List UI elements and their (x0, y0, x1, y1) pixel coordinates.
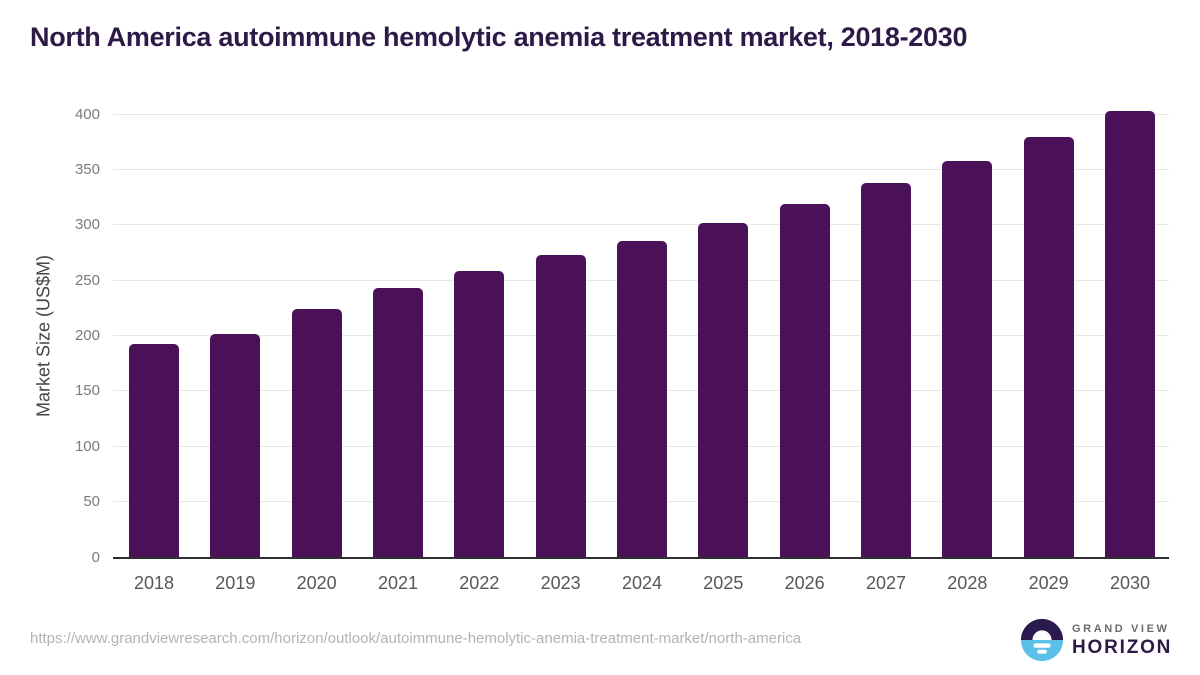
y-tick-label-100: 100 (74, 437, 100, 455)
bar-2026[interactable] (779, 204, 830, 558)
y-tick-label-400: 400 (74, 105, 100, 123)
bar-2019[interactable] (210, 333, 261, 558)
logo-text: GRAND VIEW HORIZON (1072, 623, 1172, 658)
x-tick-label-2025: 2025 (703, 572, 744, 593)
y-tick-label-300: 300 (74, 216, 100, 234)
x-tick-label-2030: 2030 (1109, 572, 1151, 593)
x-tick-label-2029: 2029 (1028, 572, 1069, 593)
x-tick-label-2023: 2023 (540, 572, 581, 593)
x-tick-label-2022: 2022 (459, 572, 500, 593)
y-tick-label-0: 0 (91, 548, 100, 566)
x-tick-label-2024: 2024 (621, 572, 663, 593)
logo-brand-bottom: HORIZON (1072, 636, 1173, 658)
y-tick-label-200: 200 (74, 327, 100, 344)
bar-2030[interactable] (1105, 111, 1155, 558)
bar-2027[interactable] (861, 183, 911, 558)
x-tick-label-2021: 2021 (377, 572, 419, 593)
bar-2025[interactable] (698, 223, 749, 558)
bar-2023[interactable] (535, 255, 586, 558)
x-tick-label-2019: 2019 (215, 572, 256, 593)
chart-title: North America autoimmune hemolytic anemi… (30, 22, 968, 52)
bar-2021[interactable] (373, 288, 423, 558)
x-tick-label-2020: 2020 (296, 572, 337, 593)
plot-area: 0 50 100 150 200 250 300 350 400 2018 2019 2020 2021… (75, 106, 1169, 593)
gridline-350 (113, 168, 1169, 170)
y-tick-label-150: 150 (74, 382, 100, 400)
source-url-link[interactable]: https://www.grandviewresearch.com/horizo… (30, 630, 802, 647)
horizon-sun-icon (1020, 618, 1064, 662)
logo-brand-top: GRAND VIEW (1072, 622, 1170, 635)
y-tick-label-50: 50 (83, 493, 100, 511)
x-tick-label-2027: 2027 (865, 572, 907, 593)
gridline-400 (113, 113, 1169, 115)
bar-2024[interactable] (617, 240, 667, 558)
y-tick-label-350: 350 (74, 160, 100, 178)
x-tick-label-2028: 2028 (947, 572, 988, 593)
bar-2029[interactable] (1023, 136, 1074, 558)
bar-2028[interactable] (942, 161, 993, 558)
x-axis-line (113, 556, 1169, 559)
x-tick-label-2026: 2026 (784, 572, 825, 593)
bar-2022[interactable] (454, 270, 505, 558)
bar-2020[interactable] (291, 309, 342, 558)
gridline-300 (113, 224, 1169, 226)
y-tick-label-250: 250 (74, 271, 100, 289)
grand-view-horizon-logo[interactable]: GRAND VIEW HORIZON (1019, 617, 1172, 663)
bar-2018[interactable] (129, 343, 179, 558)
x-tick-label-2018: 2018 (133, 572, 175, 593)
